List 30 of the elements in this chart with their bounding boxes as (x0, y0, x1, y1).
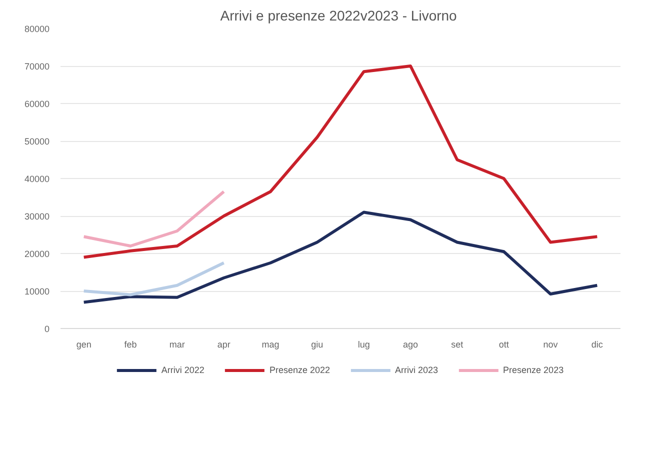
x-tick-label: ago (402, 340, 418, 350)
line-series (82, 190, 226, 248)
x-tick-label: apr (217, 340, 230, 350)
line-series (82, 64, 599, 259)
line-series (82, 261, 226, 296)
legend-label: Presenze 2023 (503, 365, 564, 375)
x-tick-label: ott (498, 340, 510, 350)
y-tick-label: 0 (44, 324, 50, 334)
y-tick-label: 50000 (24, 136, 50, 146)
y-tick-label: 10000 (24, 286, 50, 296)
x-tick-label: giu (311, 340, 324, 350)
line-series (82, 210, 599, 304)
x-tick-label: mar (169, 340, 185, 350)
y-tick-label: 20000 (24, 249, 50, 259)
legend-label: Arrivi 2022 (161, 365, 204, 375)
chart-title: Arrivi e presenze 2022v2023 - Livorno (220, 8, 458, 24)
y-tick-label: 70000 (24, 62, 50, 72)
x-tick-label: mag (262, 340, 280, 350)
y-tick-label: 60000 (24, 99, 50, 109)
x-tick-label: feb (124, 340, 137, 350)
legend-label: Arrivi 2023 (395, 365, 438, 375)
y-tick-label: 80000 (24, 24, 50, 34)
y-tick-label: 30000 (24, 212, 50, 222)
y-tick-label: 40000 (24, 174, 50, 184)
x-tick-label: nov (543, 340, 558, 350)
x-tick-label: lug (358, 340, 370, 350)
x-tick-label: set (451, 340, 464, 350)
legend-label: Presenze 2022 (269, 365, 330, 375)
x-tick-label: gen (76, 340, 92, 350)
x-tick-label: dic (591, 340, 604, 350)
